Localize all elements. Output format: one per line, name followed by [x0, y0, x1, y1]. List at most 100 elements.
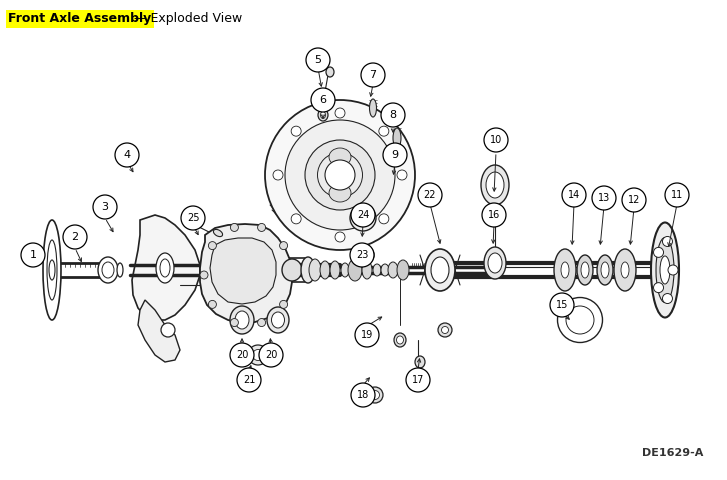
- Ellipse shape: [558, 298, 603, 343]
- Circle shape: [93, 195, 117, 219]
- Ellipse shape: [43, 220, 61, 320]
- Circle shape: [550, 293, 574, 317]
- Ellipse shape: [371, 391, 379, 399]
- Text: 15: 15: [556, 300, 569, 310]
- Text: 10: 10: [490, 135, 502, 145]
- Ellipse shape: [381, 264, 389, 276]
- Text: 4: 4: [124, 150, 131, 160]
- Ellipse shape: [561, 262, 569, 278]
- Text: 9: 9: [391, 150, 398, 160]
- Text: 2: 2: [71, 232, 79, 242]
- Ellipse shape: [117, 263, 123, 277]
- Circle shape: [351, 383, 375, 407]
- Circle shape: [406, 368, 430, 392]
- Ellipse shape: [373, 264, 381, 276]
- Text: 18: 18: [357, 390, 369, 400]
- Ellipse shape: [486, 172, 504, 198]
- Circle shape: [209, 300, 217, 308]
- Text: 20: 20: [265, 350, 277, 360]
- Text: Front Axle Assembly: Front Axle Assembly: [8, 12, 151, 25]
- Ellipse shape: [330, 261, 340, 279]
- Ellipse shape: [47, 240, 57, 300]
- Text: 13: 13: [598, 193, 610, 203]
- Ellipse shape: [267, 307, 289, 333]
- Circle shape: [484, 128, 508, 152]
- Polygon shape: [210, 238, 276, 304]
- Circle shape: [361, 63, 385, 87]
- Circle shape: [350, 243, 374, 267]
- Ellipse shape: [329, 148, 351, 166]
- Circle shape: [397, 170, 407, 180]
- Circle shape: [355, 323, 379, 347]
- Circle shape: [381, 103, 405, 127]
- Text: 20: 20: [236, 350, 248, 360]
- Circle shape: [305, 140, 375, 210]
- Ellipse shape: [355, 210, 371, 226]
- Ellipse shape: [577, 255, 593, 285]
- Ellipse shape: [425, 249, 455, 291]
- Circle shape: [280, 241, 288, 250]
- Ellipse shape: [362, 261, 372, 279]
- Text: 11: 11: [671, 190, 683, 200]
- Circle shape: [230, 224, 238, 231]
- Circle shape: [379, 214, 389, 224]
- Circle shape: [418, 183, 442, 207]
- Ellipse shape: [318, 109, 328, 121]
- Text: 14: 14: [568, 190, 580, 200]
- Ellipse shape: [581, 262, 589, 278]
- Ellipse shape: [415, 356, 425, 368]
- Circle shape: [209, 241, 217, 250]
- Text: 25: 25: [187, 213, 199, 223]
- Ellipse shape: [348, 259, 362, 281]
- Ellipse shape: [651, 223, 679, 317]
- Ellipse shape: [397, 260, 409, 280]
- Text: 24: 24: [357, 210, 369, 220]
- Ellipse shape: [393, 128, 401, 148]
- Ellipse shape: [282, 259, 302, 281]
- Ellipse shape: [394, 333, 406, 347]
- Text: — Exploded View: — Exploded View: [130, 12, 242, 25]
- Ellipse shape: [301, 257, 315, 283]
- Circle shape: [665, 183, 689, 207]
- Ellipse shape: [484, 247, 506, 279]
- Circle shape: [482, 203, 506, 227]
- Circle shape: [21, 243, 45, 267]
- Ellipse shape: [98, 257, 118, 283]
- Text: 5: 5: [315, 55, 321, 65]
- Ellipse shape: [49, 260, 55, 280]
- Ellipse shape: [417, 368, 423, 382]
- Circle shape: [622, 188, 646, 212]
- Circle shape: [257, 319, 265, 326]
- Ellipse shape: [161, 323, 175, 337]
- Ellipse shape: [597, 255, 613, 285]
- Text: 21: 21: [243, 375, 255, 385]
- Ellipse shape: [554, 249, 576, 291]
- Circle shape: [383, 143, 407, 167]
- Ellipse shape: [320, 261, 330, 279]
- Polygon shape: [138, 300, 180, 362]
- Ellipse shape: [388, 262, 398, 278]
- Circle shape: [335, 232, 345, 242]
- Ellipse shape: [369, 99, 377, 117]
- Ellipse shape: [601, 262, 609, 278]
- Ellipse shape: [160, 259, 170, 277]
- Circle shape: [351, 203, 375, 227]
- Ellipse shape: [660, 256, 670, 284]
- Circle shape: [379, 126, 389, 136]
- Circle shape: [668, 265, 678, 275]
- Ellipse shape: [396, 336, 403, 344]
- Circle shape: [592, 186, 616, 210]
- Circle shape: [285, 120, 395, 230]
- Ellipse shape: [360, 250, 370, 260]
- Text: 23: 23: [356, 250, 368, 260]
- Ellipse shape: [230, 306, 254, 334]
- Circle shape: [259, 343, 283, 367]
- Ellipse shape: [614, 249, 636, 291]
- Ellipse shape: [271, 312, 284, 328]
- Text: 16: 16: [488, 210, 500, 220]
- Polygon shape: [132, 215, 200, 320]
- Circle shape: [230, 343, 254, 367]
- Ellipse shape: [621, 262, 629, 278]
- Circle shape: [291, 126, 301, 136]
- Ellipse shape: [248, 345, 268, 365]
